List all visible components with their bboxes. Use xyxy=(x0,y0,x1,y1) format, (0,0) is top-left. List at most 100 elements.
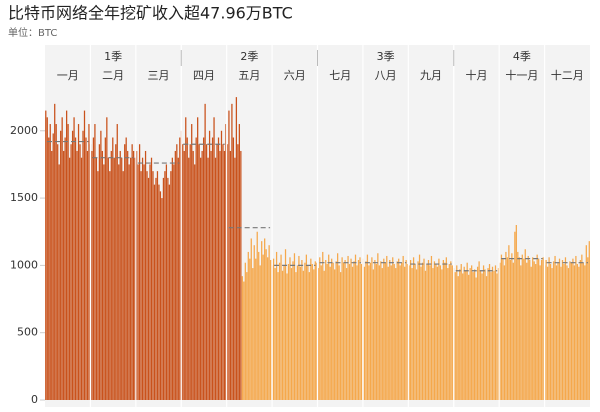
bar xyxy=(137,164,139,400)
bar xyxy=(424,270,427,400)
bar xyxy=(536,254,538,400)
bar xyxy=(478,261,480,400)
bar xyxy=(194,164,196,400)
bar xyxy=(585,245,587,400)
bar xyxy=(100,130,102,400)
bar xyxy=(383,258,385,400)
bar xyxy=(481,273,483,400)
bar xyxy=(220,130,223,400)
bar xyxy=(488,264,491,400)
x-tick-label: 八月 xyxy=(375,69,397,82)
bar xyxy=(472,272,474,400)
bar xyxy=(387,266,389,400)
bar xyxy=(115,144,117,400)
bar xyxy=(539,265,541,400)
bar xyxy=(155,177,157,400)
bar xyxy=(214,157,217,400)
y-tick-label: 1000 xyxy=(10,258,38,271)
bar xyxy=(235,97,238,400)
bar xyxy=(569,261,571,400)
bar xyxy=(532,257,534,400)
bar xyxy=(183,150,185,400)
bar xyxy=(55,124,57,401)
bar xyxy=(134,157,136,400)
bar xyxy=(311,264,313,400)
bar xyxy=(493,270,495,400)
bar xyxy=(560,266,562,400)
bar xyxy=(323,270,325,400)
bar xyxy=(423,258,425,400)
x-tick-label: 六月 xyxy=(284,69,306,82)
bar xyxy=(238,124,240,401)
bar xyxy=(138,144,141,400)
bar xyxy=(548,257,550,400)
bar xyxy=(526,262,528,400)
bar xyxy=(520,265,522,400)
bar xyxy=(341,257,343,400)
bar xyxy=(228,110,230,401)
bar xyxy=(295,272,297,400)
bar xyxy=(131,144,133,400)
bar xyxy=(249,258,251,400)
bar xyxy=(578,266,580,400)
bar xyxy=(153,184,156,400)
bar xyxy=(436,266,439,400)
bar xyxy=(389,260,391,400)
bar xyxy=(433,261,436,400)
bar xyxy=(541,260,543,400)
bar xyxy=(246,272,248,400)
bar xyxy=(289,257,291,400)
bar xyxy=(487,268,489,400)
bar xyxy=(51,150,53,400)
bar xyxy=(409,260,412,400)
bar xyxy=(189,144,191,400)
bar xyxy=(447,268,449,400)
bar xyxy=(58,164,60,400)
bar xyxy=(479,270,482,400)
bar xyxy=(252,268,254,400)
bar xyxy=(509,260,512,400)
bar xyxy=(116,124,118,401)
bar xyxy=(299,266,302,400)
bar xyxy=(159,191,162,400)
bar xyxy=(198,144,200,400)
bar xyxy=(144,150,147,400)
bar xyxy=(127,150,129,400)
bar xyxy=(262,254,264,400)
bar xyxy=(149,164,151,400)
bar xyxy=(174,150,176,400)
bar xyxy=(77,124,80,401)
bar xyxy=(182,144,184,400)
bar xyxy=(241,276,243,400)
bar xyxy=(46,117,48,401)
bar xyxy=(342,262,345,400)
bar xyxy=(469,268,471,400)
bar xyxy=(106,117,108,401)
bar xyxy=(121,157,123,400)
bar xyxy=(499,262,501,400)
bar xyxy=(426,264,428,400)
bar xyxy=(332,262,334,400)
bar xyxy=(152,171,154,400)
bar xyxy=(576,264,579,400)
x-tick-label: 十二月 xyxy=(551,68,584,82)
bar xyxy=(64,137,66,400)
chart-subtitle: 单位：BTC xyxy=(8,26,57,39)
bar xyxy=(468,274,470,400)
bar xyxy=(275,251,278,400)
bar xyxy=(399,265,401,400)
bar xyxy=(442,260,444,400)
bar xyxy=(243,281,245,400)
bar xyxy=(463,266,465,400)
bar xyxy=(171,157,173,400)
bar xyxy=(97,171,99,400)
bar xyxy=(496,273,498,400)
bar xyxy=(587,257,589,400)
bar xyxy=(284,249,287,400)
bar xyxy=(98,144,101,400)
bar xyxy=(141,157,144,400)
bar xyxy=(474,269,476,400)
bar xyxy=(109,171,111,400)
bar xyxy=(304,262,306,400)
